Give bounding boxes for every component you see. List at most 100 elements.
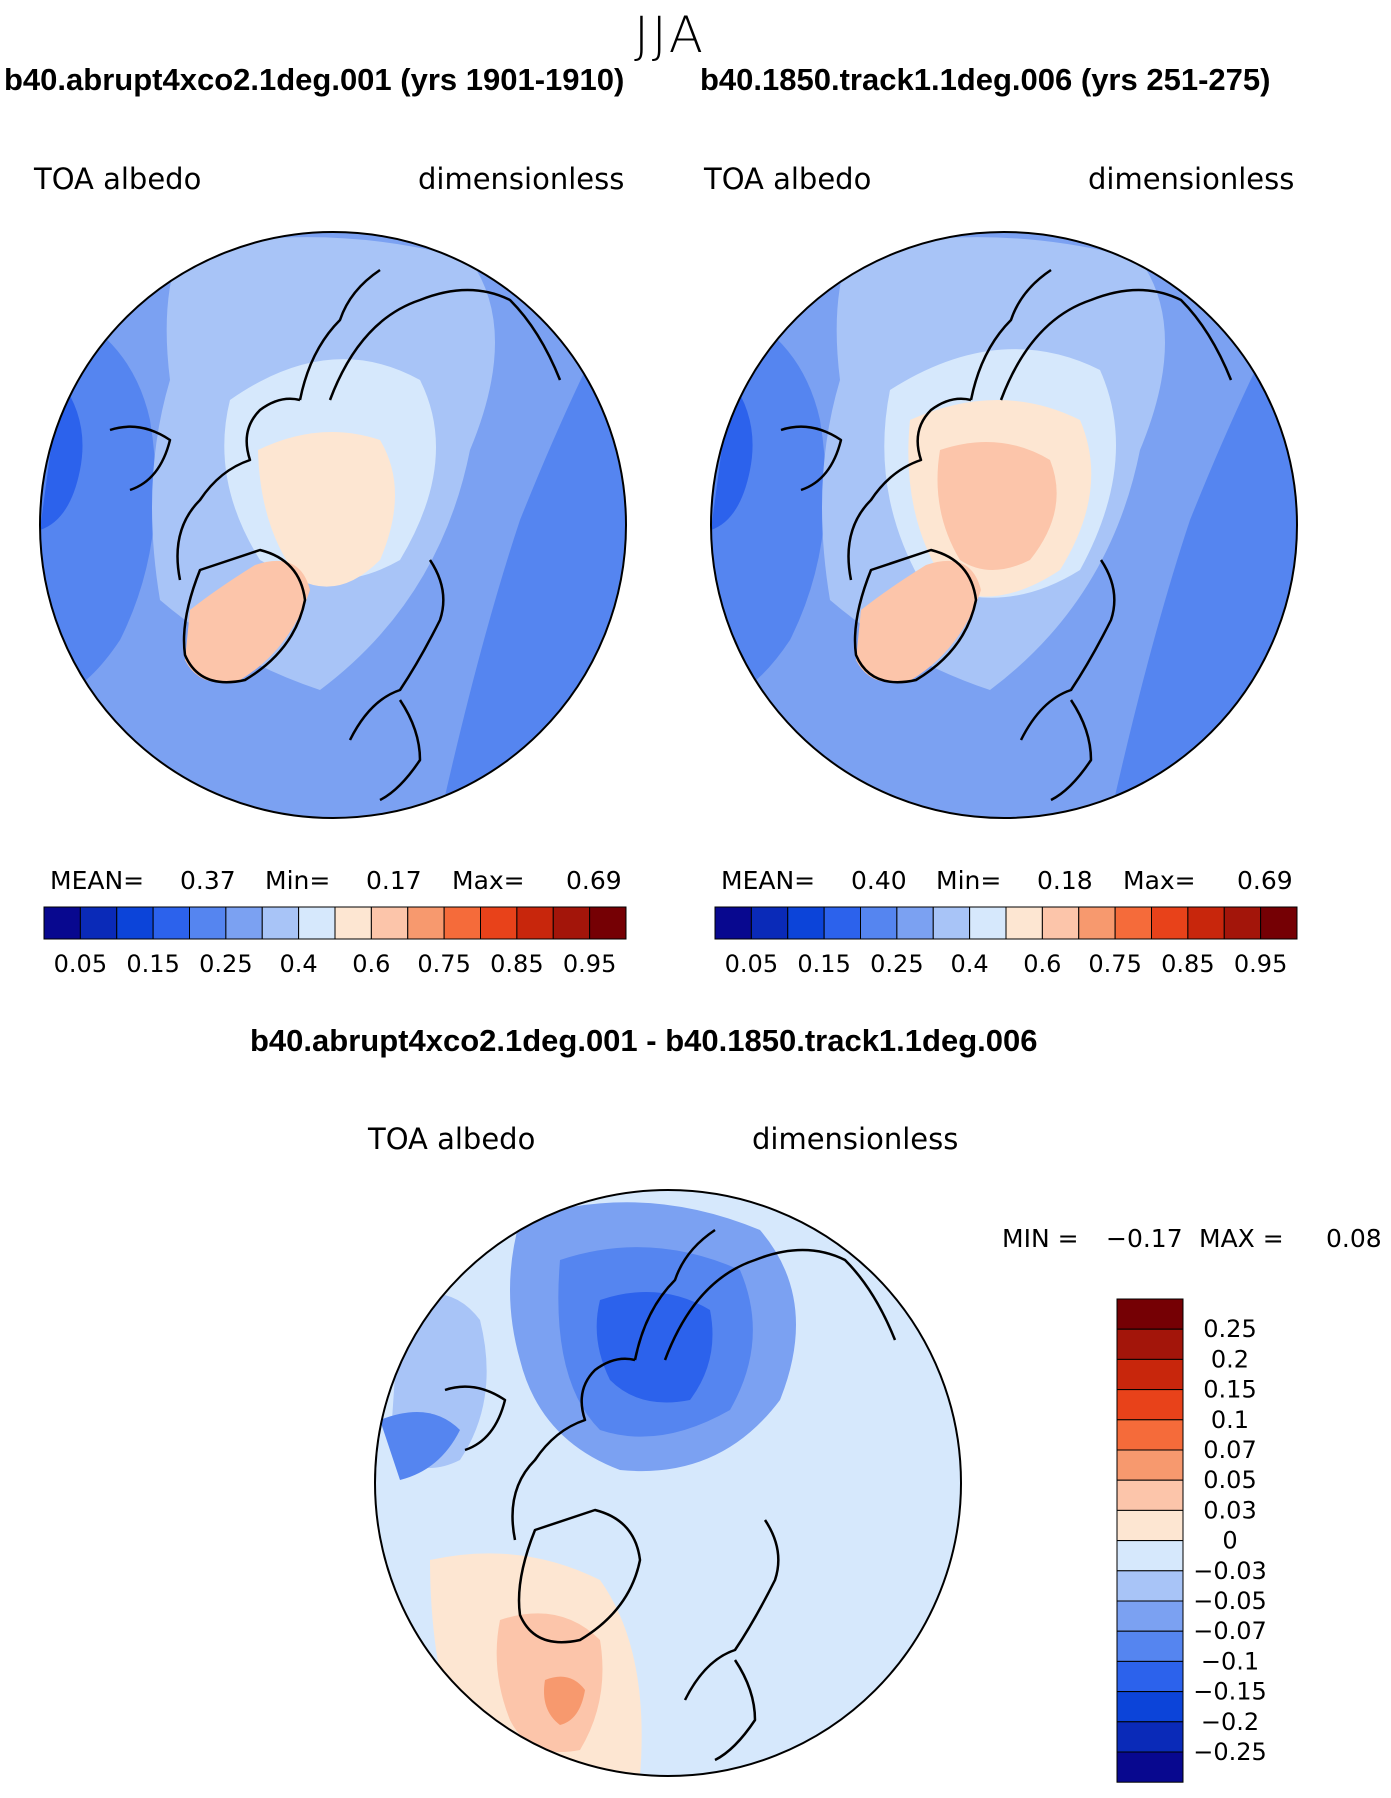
- colorbar3-cell: [1116, 1479, 1184, 1511]
- panel3-title: b40.abrupt4xco2.1deg.001 - b40.1850.trac…: [250, 1023, 1038, 1058]
- colorbar1-cell: [225, 906, 263, 940]
- panel2-units-label: dimensionless: [1088, 162, 1295, 196]
- map-panel-3: [374, 1189, 962, 1777]
- panel1-mean-value: 0.37: [180, 866, 236, 895]
- panel2-max-value: 0.69: [1237, 866, 1293, 895]
- panel1-mean-label: MEAN=: [50, 866, 145, 895]
- colorbar1-cell: [480, 906, 518, 940]
- map3-coastlines: [444, 1228, 897, 1762]
- colorbar2-cell: [1114, 906, 1152, 940]
- map-panel-1: [39, 231, 627, 819]
- colorbar3-cell: [1116, 1358, 1184, 1391]
- colorbar-panel1: 0.05 0.15 0.25 0.4 0.6 0.75 0.85 0.95: [43, 906, 627, 978]
- colorbar1-tick-label: 0.95: [563, 950, 616, 978]
- colorbar2-cell: [1078, 906, 1116, 940]
- colorbar2-tick-label: 0.75: [1088, 950, 1141, 978]
- colorbar1-cell: [43, 906, 81, 940]
- colorbar2-cell: [896, 906, 934, 940]
- colorbar1-tick-label: 0.15: [126, 950, 179, 978]
- colorbar3-cell: [1116, 1691, 1184, 1723]
- colorbar2-cell: [1041, 906, 1080, 940]
- map1-outline: [39, 231, 627, 819]
- map2-outline: [710, 231, 1298, 819]
- panel1-units-label: dimensionless: [418, 162, 625, 196]
- colorbar2-tick-label: 0.95: [1234, 950, 1287, 978]
- panel3-min-label: MIN =: [1002, 1224, 1079, 1253]
- colorbar3-cell: [1116, 1721, 1184, 1753]
- colorbar1-tick-label: 0.75: [417, 950, 470, 978]
- colorbar2-tick-label: 0.15: [797, 950, 850, 978]
- colorbar3-cell: [1116, 1570, 1184, 1602]
- colorbar1-cell: [589, 906, 627, 940]
- colorbar2-cell: [932, 906, 971, 940]
- panel2-mean-value: 0.40: [851, 866, 907, 895]
- colorbar3-tick-label: 0.25: [1203, 1315, 1256, 1343]
- map1-coastlines: [109, 268, 562, 802]
- colorbar-panel3: 0.250.20.150.10.070.050.030−0.03−0.05−0.…: [1116, 1298, 1267, 1783]
- panel2-title: b40.1850.track1.1deg.006 (yrs 251-275): [700, 62, 1271, 97]
- colorbar3-cell: [1116, 1449, 1184, 1481]
- colorbar3-cell: [1116, 1630, 1184, 1662]
- panel3-variable-label: TOA albedo: [368, 1122, 536, 1156]
- colorbar3-cell: [1116, 1328, 1184, 1360]
- panel2-max-label: Max=: [1123, 866, 1196, 895]
- colorbar1-cell: [516, 906, 554, 940]
- panel3-min-value: −0.17: [1106, 1224, 1183, 1253]
- panel2-mean-label: MEAN=: [721, 866, 816, 895]
- colorbar3-cell: [1116, 1751, 1184, 1783]
- panel3-units-label: dimensionless: [752, 1122, 959, 1156]
- colorbar2-cell: [969, 906, 1007, 940]
- colorbar3-cell: [1116, 1389, 1184, 1421]
- panel1-min-value: 0.17: [366, 866, 422, 895]
- colorbar1-tick-label: 0.25: [199, 950, 252, 978]
- colorbar2-tick-label: 0.6: [1023, 950, 1061, 978]
- colorbar2-cell: [1260, 906, 1298, 940]
- colorbar2-cell: [750, 906, 789, 940]
- colorbar3-cell: [1116, 1509, 1184, 1542]
- map1-arctic-cap: [258, 432, 395, 587]
- colorbar3-tick-label: −0.07: [1193, 1617, 1267, 1645]
- panel1-max-label: Max=: [452, 866, 525, 895]
- colorbar-panel2: 0.05 0.15 0.25 0.4 0.6 0.75 0.85 0.95: [714, 906, 1298, 978]
- colorbar1-tick-label: 0.85: [490, 950, 543, 978]
- map2-coastlines: [780, 268, 1233, 802]
- panel2-min-value: 0.18: [1037, 866, 1093, 895]
- colorbar3-tick-label: 0.15: [1203, 1376, 1256, 1404]
- map-panel-2: [710, 231, 1298, 819]
- colorbar1-tick-label: 0.05: [54, 950, 107, 978]
- map3-atlantic-max: [544, 1676, 585, 1725]
- colorbar3-cell: [1116, 1540, 1184, 1572]
- colorbar2-tick-label: 0.4: [951, 950, 989, 978]
- colorbar2-tick-label: 0.85: [1161, 950, 1214, 978]
- colorbar3-tick-label: 0.05: [1203, 1466, 1256, 1494]
- panel3-max-label: MAX =: [1199, 1224, 1284, 1253]
- map3-outline: [374, 1189, 962, 1777]
- colorbar1-cell: [79, 906, 118, 940]
- map2-lowest-region: [711, 380, 753, 530]
- season-title: JJA: [634, 6, 706, 64]
- panel2-min-label: Min=: [936, 866, 1002, 895]
- colorbar2-tick-label: 0.05: [725, 950, 778, 978]
- colorbar1-tick-label: 0.6: [352, 950, 390, 978]
- colorbar3-cell: [1116, 1660, 1184, 1693]
- colorbar1-cell: [189, 906, 227, 940]
- colorbar1-cell: [298, 906, 336, 940]
- colorbar1-tick-label: 0.4: [280, 950, 318, 978]
- colorbar3-tick-label: −0.15: [1193, 1678, 1267, 1706]
- colorbar2-cell: [1005, 906, 1043, 940]
- colorbar3-cell: [1116, 1298, 1184, 1330]
- map1-greenland: [185, 560, 310, 683]
- colorbar3-tick-label: 0.1: [1211, 1406, 1249, 1434]
- colorbar2-cell: [1223, 906, 1262, 940]
- colorbar3-cell: [1116, 1419, 1184, 1451]
- colorbar2-cell: [823, 906, 861, 940]
- colorbar3-tick-label: −0.1: [1201, 1647, 1259, 1675]
- panel1-max-value: 0.69: [566, 866, 622, 895]
- map1-lowest-region: [40, 380, 83, 530]
- colorbar2-cell: [860, 906, 898, 940]
- colorbar2-cell: [1187, 906, 1225, 940]
- colorbar1-cell: [152, 906, 190, 940]
- colorbar1-cell: [552, 906, 591, 940]
- colorbar2-cell: [787, 906, 825, 940]
- colorbar3-tick-label: −0.25: [1193, 1738, 1267, 1766]
